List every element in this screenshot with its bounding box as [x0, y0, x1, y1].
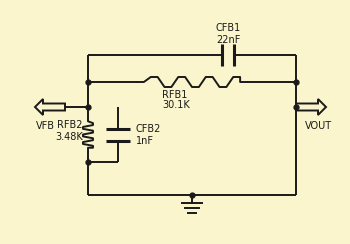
- Text: 3.48K: 3.48K: [55, 132, 83, 142]
- Text: CFB2: CFB2: [136, 124, 161, 134]
- Text: 22nF: 22nF: [216, 35, 240, 45]
- Text: VOUT: VOUT: [304, 121, 331, 131]
- Text: CFB1: CFB1: [215, 23, 241, 33]
- Text: 1nF: 1nF: [136, 136, 154, 146]
- Text: RFB2: RFB2: [57, 120, 83, 130]
- Polygon shape: [35, 99, 65, 115]
- Text: 30.1K: 30.1K: [162, 100, 190, 110]
- Text: VFB: VFB: [35, 121, 55, 131]
- Text: RFB1: RFB1: [162, 90, 187, 100]
- Polygon shape: [296, 99, 326, 115]
